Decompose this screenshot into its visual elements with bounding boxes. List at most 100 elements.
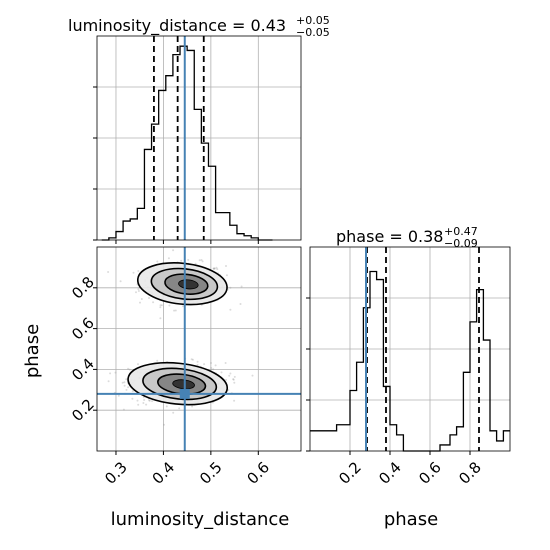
joint-sample-point bbox=[119, 280, 122, 283]
joint-sample-point bbox=[107, 380, 110, 383]
joint-sample-point bbox=[201, 260, 204, 263]
joint-sample-point bbox=[232, 378, 235, 381]
joint-sample-point bbox=[109, 372, 112, 375]
joint-sample-point bbox=[220, 371, 223, 374]
phase-hist-title: phase = 0.38 bbox=[336, 227, 443, 246]
joint-sample-point bbox=[224, 362, 227, 364]
joint-sample-point bbox=[131, 397, 134, 400]
ld-hist-title-sup: +0.05 bbox=[296, 14, 330, 27]
joint-frame bbox=[96, 246, 302, 452]
joint-sample-point bbox=[128, 368, 131, 371]
phase-hist-grid bbox=[310, 247, 510, 451]
joint-sample-point bbox=[196, 364, 199, 366]
phase-xtick-label-1: 0.4 bbox=[375, 458, 405, 488]
joint-xtick-label-2: 0.5 bbox=[196, 458, 226, 488]
joint-sample-point bbox=[137, 403, 140, 406]
ld-hist-ticks bbox=[93, 86, 259, 244]
joint-sample-point bbox=[178, 407, 181, 410]
ld-histogram-line bbox=[101, 45, 273, 241]
joint-sample-point bbox=[191, 358, 194, 361]
joint-sample-point bbox=[156, 260, 159, 263]
joint-sample-point bbox=[163, 423, 165, 426]
phase-xtick-label-3: 0.8 bbox=[455, 458, 485, 488]
phase-histogram-panel: 0.2 0.4 0.6 0.8 phase = 0.38 +0.47 −0.09 bbox=[306, 225, 511, 488]
joint-sample-point bbox=[225, 265, 227, 267]
joint-sample-point bbox=[216, 268, 219, 271]
joint-ytick-label-0: 0.2 bbox=[68, 395, 98, 425]
joint-sample-point bbox=[114, 371, 117, 374]
joint-sample-point bbox=[228, 374, 231, 377]
joint-sample-point bbox=[123, 381, 126, 384]
joint-sample-point bbox=[210, 366, 213, 369]
joint-sample-point bbox=[233, 399, 236, 402]
joint-sample-point bbox=[172, 411, 175, 414]
phase-hist-title-sub: −0.09 bbox=[444, 237, 478, 250]
joint-sample-point bbox=[132, 271, 135, 274]
joint-sample-point bbox=[107, 271, 110, 273]
joint-sample-point bbox=[203, 363, 206, 366]
joint-sample-point bbox=[212, 368, 215, 371]
ld-hist-title-sub: −0.05 bbox=[296, 26, 330, 39]
joint-sample-point bbox=[156, 359, 159, 362]
joint-sample-point bbox=[229, 308, 232, 311]
joint-sample-point bbox=[225, 378, 228, 381]
joint-ytick-label-1: 0.4 bbox=[68, 355, 98, 385]
joint-sample-point bbox=[239, 303, 242, 305]
joint-sample-point bbox=[213, 267, 216, 270]
joint-sample-point bbox=[198, 259, 201, 262]
joint-sample-point bbox=[127, 386, 130, 389]
joint-sample-point bbox=[137, 363, 139, 366]
joint-xtick-label-0: 0.3 bbox=[101, 458, 131, 488]
ld-quantile-lines bbox=[153, 36, 205, 240]
joint-sample-point bbox=[174, 309, 177, 312]
joint-sample-point bbox=[196, 360, 199, 363]
joint-sample-point bbox=[212, 267, 215, 270]
joint-sample-point bbox=[123, 384, 126, 387]
joint-sample-point bbox=[137, 270, 140, 272]
joint-sample-point bbox=[187, 258, 190, 261]
joint-sample-point bbox=[148, 399, 151, 402]
joint-sample-point bbox=[229, 286, 232, 289]
joint-sample-point bbox=[215, 266, 218, 269]
joint-sample-point bbox=[117, 394, 120, 397]
joint-sample-point bbox=[232, 378, 235, 381]
joint-contours bbox=[127, 262, 229, 406]
x-axis-label-phase: phase bbox=[384, 509, 438, 530]
joint-sample-point bbox=[142, 402, 145, 404]
joint-sample-point bbox=[225, 274, 228, 277]
joint-sample-point bbox=[159, 317, 162, 320]
joint-sample-point bbox=[152, 301, 155, 304]
joint-sample-point bbox=[148, 399, 151, 402]
joint-sample-point bbox=[173, 309, 176, 312]
y-axis-label-phase: phase bbox=[22, 324, 43, 378]
phase-histogram-line bbox=[310, 270, 510, 452]
joint-sample-point bbox=[122, 408, 125, 411]
joint-truth-marker bbox=[179, 388, 190, 399]
joint-xtick-label-3: 0.6 bbox=[244, 458, 274, 488]
ld-hist-title: luminosity_distance = 0.43 bbox=[68, 16, 286, 36]
joint-sample-point bbox=[212, 267, 215, 270]
joint-sample-point bbox=[136, 399, 139, 402]
joint-sample-point bbox=[229, 372, 232, 375]
joint-ytick-label-3: 0.8 bbox=[68, 273, 98, 303]
joint-sample-point bbox=[180, 259, 183, 262]
joint-sample-point bbox=[233, 375, 236, 378]
joint-sample-point bbox=[127, 367, 130, 370]
joint-sample-point bbox=[182, 305, 184, 308]
joint-sample-point bbox=[251, 374, 254, 377]
joint-sample-point bbox=[191, 405, 194, 408]
joint-sample-point bbox=[137, 290, 140, 292]
joint-contour-mode0-level3 bbox=[178, 279, 199, 290]
luminosity-distance-histogram-panel: luminosity_distance = 0.43 +0.05 −0.05 bbox=[68, 14, 330, 244]
phase-hist-frame bbox=[309, 246, 511, 452]
joint-sample-point bbox=[121, 381, 124, 384]
joint-sample-point bbox=[145, 403, 148, 406]
joint-sample-point bbox=[137, 288, 140, 291]
joint-distribution-panel: 0.3 0.4 0.5 0.6 0.2 0.4 0.6 0.8 bbox=[68, 246, 302, 488]
joint-sample-point bbox=[168, 304, 171, 307]
joint-sample-point bbox=[125, 388, 128, 391]
joint-sample-point bbox=[151, 400, 154, 403]
ld-hist-frame bbox=[96, 35, 302, 241]
joint-sample-point bbox=[240, 285, 243, 288]
